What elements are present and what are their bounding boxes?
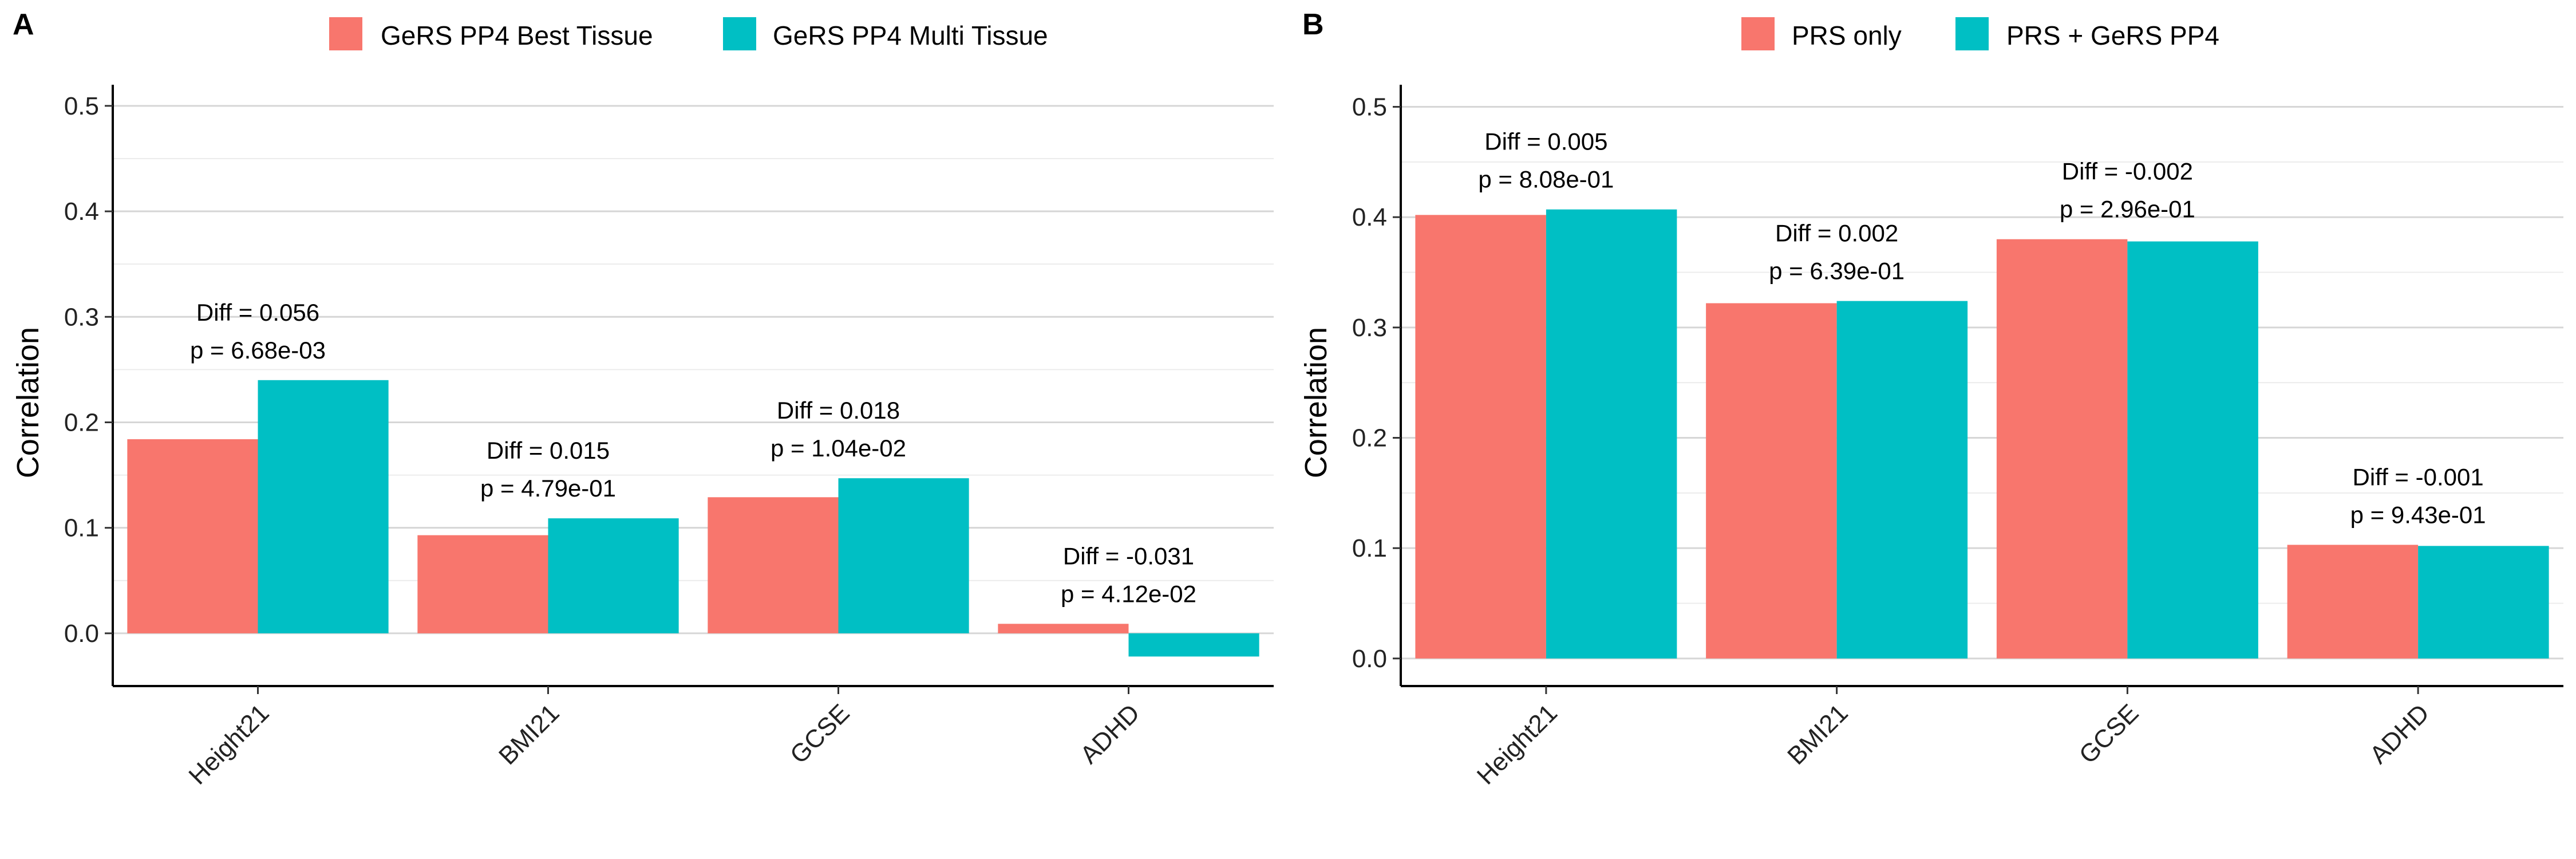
annotation-p: p = 6.68e-03 <box>190 337 326 364</box>
y-tick-label: 0.1 <box>64 514 99 542</box>
legend-swatch-1 <box>1741 17 1775 50</box>
y-tick-label: 0.2 <box>64 408 99 436</box>
annotation-p: p = 4.12e-02 <box>1061 580 1196 607</box>
legend-label-2: GeRS PP4 Multi Tissue <box>773 21 1048 50</box>
y-tick-label: 0.4 <box>64 198 99 226</box>
panel-b: B Diff = 0.005 p = 8.08e-01 Diff = 0.002 p =… <box>1299 8 2563 790</box>
bar-series1-height21 <box>127 439 258 633</box>
y-tick-label: 0.3 <box>1352 314 1387 342</box>
legend-swatch-1 <box>329 17 362 50</box>
annotation-diff: Diff = -0.001 <box>2353 463 2484 490</box>
annotation-diff: Diff = 0.005 <box>1484 128 1607 155</box>
annotation-p: p = 1.04e-02 <box>771 435 906 462</box>
bar-series2-adhd <box>1128 633 1259 657</box>
panel-label: A <box>13 8 34 41</box>
annotation-p: p = 6.39e-01 <box>1769 258 1905 285</box>
legend-swatch-2 <box>723 17 756 50</box>
annotation-p: p = 8.08e-01 <box>1478 166 1614 193</box>
annotation-diff: Diff = 0.015 <box>487 437 610 464</box>
annotation-diff: Diff = 0.002 <box>1775 220 1898 247</box>
y-tick-label: 0.1 <box>1352 534 1387 562</box>
annotation-diff: Diff = -0.031 <box>1063 542 1194 569</box>
bar-series1-height21 <box>1415 215 1546 659</box>
y-tick-label: 0.0 <box>64 620 99 648</box>
legend-label-1: PRS only <box>1792 21 1902 50</box>
y-tick-label: 0.3 <box>64 303 99 331</box>
bar-series2-gcse <box>838 478 969 633</box>
bar-series2-bmi21 <box>1836 301 1968 659</box>
bar-series1-gcse <box>1996 239 2128 659</box>
legend-swatch-2 <box>1955 17 1989 50</box>
annotation-diff: Diff = -0.002 <box>2062 158 2193 185</box>
annotation-p: p = 2.96e-01 <box>2060 196 2195 223</box>
y-axis-title: Correlation <box>1299 327 1333 478</box>
bar-series1-bmi21 <box>417 535 548 633</box>
annotation-diff: Diff = 0.056 <box>196 299 319 326</box>
bar-series2-height21 <box>1546 209 1677 659</box>
bar-series1-gcse <box>708 497 839 633</box>
bar-series2-bmi21 <box>548 518 679 633</box>
y-axis-title: Correlation <box>11 327 45 478</box>
bar-series2-height21 <box>258 380 389 633</box>
annotation-p: p = 9.43e-01 <box>2350 501 2486 528</box>
annotation-diff: Diff = 0.018 <box>777 397 900 424</box>
legend-label-2: PRS + GeRS PP4 <box>2006 21 2219 50</box>
panel-label: B <box>1302 8 1324 41</box>
bar-series1-adhd <box>998 624 1129 633</box>
bar-series1-adhd <box>2287 545 2419 659</box>
bar-series2-adhd <box>2418 546 2549 659</box>
legend-label-1: GeRS PP4 Best Tissue <box>381 21 653 50</box>
y-tick-label: 0.2 <box>1352 424 1387 452</box>
y-tick-label: 0.0 <box>1352 645 1387 673</box>
y-tick-label: 0.5 <box>1352 93 1387 121</box>
y-tick-label: 0.5 <box>64 92 99 120</box>
bar-series2-gcse <box>2127 241 2258 659</box>
bar-series1-bmi21 <box>1706 303 1837 659</box>
annotation-p: p = 4.79e-01 <box>480 475 616 502</box>
y-tick-label: 0.4 <box>1352 203 1387 231</box>
